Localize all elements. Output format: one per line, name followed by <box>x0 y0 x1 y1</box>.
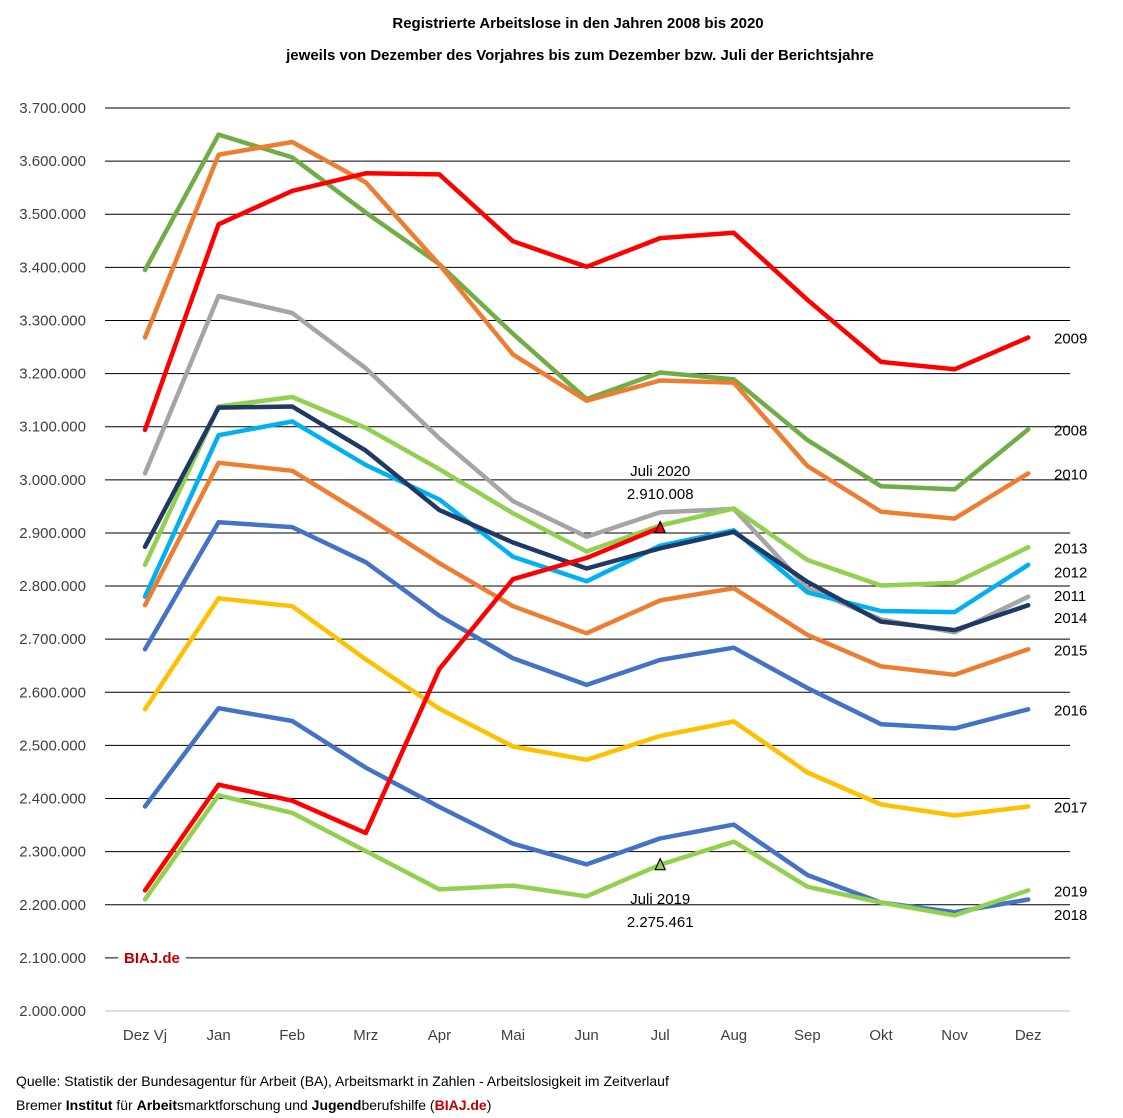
series-label-2014: 2014 <box>1054 610 1087 627</box>
chart-title: Registrierte Arbeitslose in den Jahren 2… <box>392 15 763 32</box>
annotation-label: Juli 2020 <box>630 463 690 480</box>
annotation-value: 2.275.461 <box>627 914 694 931</box>
x-tick-label: Nov <box>941 1027 968 1044</box>
x-axis-ticks: Dez Vj Jan Feb Mrz Apr Mai Jun Jul Aug Sep Okt Nov D… <box>123 1027 1042 1044</box>
annotation-marker <box>654 520 667 534</box>
x-tick-label: Feb <box>279 1027 305 1044</box>
series-label-2011: 2011 <box>1054 588 1086 605</box>
series-label-2010: 2010 <box>1054 466 1087 483</box>
credit-part: Bremer <box>16 1097 66 1113</box>
series-label-2008: 2008 <box>1054 422 1087 439</box>
series-label-2019: 2019 <box>1054 883 1087 900</box>
x-tick-label: Dez Vj <box>123 1027 167 1044</box>
source-note: Quelle: Statistik der Bundesagentur für … <box>16 1073 669 1089</box>
series-label-2018: 2018 <box>1054 907 1087 924</box>
series-line-2009 <box>142 171 1031 433</box>
series-label-2015: 2015 <box>1054 642 1087 659</box>
series-label-2012: 2012 <box>1054 565 1087 582</box>
series-line-2015 <box>142 460 1031 678</box>
x-tick-label: Apr <box>428 1027 451 1044</box>
credit-note: Bremer Institut für Arbeitsmarktforschun… <box>16 1097 491 1113</box>
chart-subtitle: jeweils von Dezember des Vorjahres bis z… <box>285 47 874 64</box>
series-label-2016: 2016 <box>1054 702 1087 719</box>
y-tick-label: 2.400.000 <box>19 791 86 808</box>
series-line-2019 <box>142 793 1031 918</box>
series-label-2013: 2013 <box>1054 540 1087 557</box>
series-end-labels: 2008 2010 2011 2013 2012 2014 2015 2016 2017 2018… <box>1054 330 1087 923</box>
y-tick-label: 2.600.000 <box>19 684 86 701</box>
credit-part: Jugend <box>311 1097 362 1113</box>
series-lines <box>142 132 1031 918</box>
annotation-marker <box>654 857 667 871</box>
x-tick-label: Jul <box>651 1027 670 1044</box>
credit-part: berufshilfe ( <box>361 1097 435 1113</box>
y-tick-label: 3.700.000 <box>19 100 86 117</box>
y-tick-label: 2.800.000 <box>19 578 86 595</box>
x-tick-label: Mai <box>501 1027 525 1044</box>
y-tick-label: 2.700.000 <box>19 631 86 648</box>
series-line-2017 <box>142 596 1031 818</box>
x-tick-label: Sep <box>794 1027 821 1044</box>
series-line-2016 <box>142 520 1031 731</box>
series-label-2017: 2017 <box>1054 799 1087 816</box>
credit-part: smarktforschung und <box>177 1097 312 1113</box>
series-line-2012 <box>142 419 1031 615</box>
y-tick-label: 2.100.000 <box>19 950 86 967</box>
credit-part: ) <box>486 1097 492 1113</box>
x-tick-label: Mrz <box>353 1027 378 1044</box>
watermark-background <box>118 946 186 968</box>
series-line-2010 <box>142 139 1031 521</box>
y-tick-label: 2.200.000 <box>19 897 86 914</box>
credit-part: Institut <box>65 1097 113 1113</box>
annotation-value: 2.910.008 <box>627 486 694 503</box>
x-tick-label: Jun <box>575 1027 599 1044</box>
credit-part: BIAJ.de <box>434 1097 487 1113</box>
y-tick-label: 2.000.000 <box>19 1003 86 1020</box>
line-chart: Registrierte Arbeitslose in den Jahren 2… <box>19 15 1087 1044</box>
annotation-label: Juli 2019 <box>630 891 690 908</box>
x-tick-label: Dez <box>1015 1027 1042 1044</box>
x-tick-label: Okt <box>869 1027 893 1044</box>
y-tick-label: 2.900.000 <box>19 525 86 542</box>
y-tick-label: 3.100.000 <box>19 419 86 436</box>
y-tick-label: 3.600.000 <box>19 153 86 170</box>
series-line-2013 <box>142 394 1031 588</box>
series-line-2020 <box>142 525 663 893</box>
y-tick-label: 3.300.000 <box>19 312 86 329</box>
series-line-2008 <box>142 132 1031 492</box>
annotations: Juli 2020 2.910.008 Juli 2019 2.275.461 <box>627 463 694 931</box>
y-tick-label: 2.500.000 <box>19 737 86 754</box>
y-axis-ticks: 2.000.000 2.100.000 2.200.000 2.300.000 2.40… <box>19 100 86 1020</box>
series-line-2014 <box>142 404 1031 633</box>
series-label-2009: 2009 <box>1054 330 1087 347</box>
y-tick-label: 3.000.000 <box>19 472 86 489</box>
y-tick-label: 2.300.000 <box>19 844 86 861</box>
x-tick-label: Jan <box>207 1027 231 1044</box>
credit-part: Arbeit <box>136 1097 178 1113</box>
watermark: BIAJ.de <box>124 950 180 967</box>
credit-part: für <box>112 1097 137 1113</box>
x-tick-label: Aug <box>720 1027 747 1044</box>
y-tick-label: 3.500.000 <box>19 206 86 223</box>
y-tick-label: 3.400.000 <box>19 259 86 276</box>
y-tick-label: 3.200.000 <box>19 366 86 383</box>
